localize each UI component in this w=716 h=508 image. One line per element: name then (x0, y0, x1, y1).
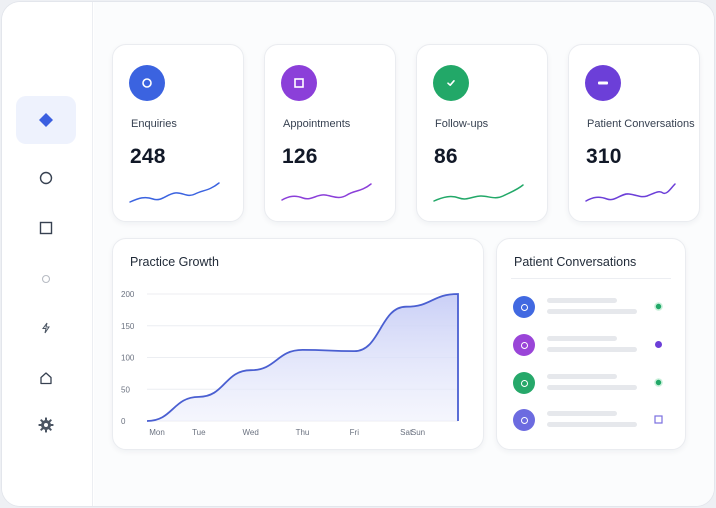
x-tick-label: Wed (243, 428, 259, 437)
panel-title: Patient Conversations (514, 255, 637, 269)
placeholder-line (547, 385, 637, 390)
status-dot-icon (654, 302, 663, 311)
avatar (513, 372, 535, 394)
small-circle-icon (41, 274, 51, 284)
square-icon (39, 221, 53, 235)
x-tick-label: Sun (411, 428, 425, 437)
placeholder-line (547, 309, 637, 314)
avatar-ring-icon (520, 303, 528, 311)
status-dot-icon (655, 341, 662, 348)
conversation-item[interactable] (513, 370, 669, 396)
y-tick-label: 100 (121, 354, 135, 363)
placeholder-line (547, 336, 617, 341)
growth-area (147, 294, 458, 421)
placeholder-line (547, 298, 617, 303)
stat-card-patient-conversations[interactable]: Patient Conversations 310 (568, 44, 700, 222)
stat-value: 126 (282, 145, 318, 168)
sidebar-item-activity[interactable] (16, 304, 76, 352)
stat-icon-badge (281, 65, 317, 101)
home-icon (40, 372, 52, 385)
conversation-item[interactable] (513, 407, 669, 433)
conversation-item[interactable] (513, 294, 669, 320)
x-tick-label: Tue (192, 428, 206, 437)
y-tick-label: 150 (121, 322, 135, 331)
sidebar (2, 2, 93, 506)
sparkline (281, 183, 372, 201)
circle-icon (142, 78, 152, 88)
gear-icon (38, 417, 54, 433)
x-tick-label: Thu (296, 428, 310, 437)
sparkline (585, 183, 676, 202)
x-tick-label: Sat (400, 428, 413, 437)
circle-icon (39, 171, 53, 185)
sparkline (433, 184, 524, 202)
bolt-icon (42, 322, 50, 334)
stat-icon-badge (433, 65, 469, 101)
stat-icon-badge (129, 65, 165, 101)
placeholder-line (547, 374, 617, 379)
patient-conversations-panel: Patient Conversations (496, 238, 686, 450)
stat-label: Appointments (283, 118, 351, 130)
stat-label: Follow-ups (435, 118, 489, 130)
stat-card-enquiries[interactable]: Enquiries 248 (112, 44, 244, 222)
placeholder-line (547, 422, 637, 427)
diamond-icon (39, 113, 53, 127)
sidebar-item-appointments[interactable] (16, 204, 76, 252)
stat-card-appointments[interactable]: Appointments 126 (264, 44, 396, 222)
stat-card-followups[interactable]: Follow-ups 86 (416, 44, 548, 222)
status-dot-icon (654, 378, 663, 387)
stat-icon-badge (585, 65, 621, 101)
placeholder-line (547, 347, 637, 352)
y-tick-label: 200 (121, 290, 135, 299)
square-icon (294, 78, 304, 88)
avatar (513, 296, 535, 318)
growth-line (146, 293, 459, 422)
minus-icon (598, 81, 608, 85)
sidebar-item-enquiries[interactable] (16, 154, 76, 202)
stat-value: 86 (434, 145, 458, 168)
stat-value: 310 (586, 145, 622, 168)
stat-value: 248 (130, 145, 166, 168)
status-square-icon (654, 415, 663, 424)
sidebar-item-home[interactable] (16, 354, 76, 402)
panel-title: Practice Growth (130, 255, 219, 269)
sidebar-item-settings[interactable] (16, 401, 76, 449)
avatar (513, 409, 535, 431)
x-tick-label: Mon (149, 428, 165, 437)
practice-growth-panel: Practice Growth 0 50 100 150 200 Mon Tue Wed Th… (112, 238, 484, 450)
avatar-ring-icon (520, 341, 528, 349)
x-tick-label: Fri (350, 428, 360, 437)
divider (511, 278, 671, 279)
stat-label: Enquiries (131, 118, 177, 130)
sparkline (129, 182, 220, 203)
stat-label: Patient Conversations (587, 118, 695, 130)
sidebar-item-followups[interactable] (16, 255, 76, 303)
conversation-item[interactable] (513, 332, 669, 358)
main-content: Enquiries 248 Appointments 126 (94, 2, 714, 506)
y-tick-label: 0 (121, 417, 126, 426)
placeholder-line (547, 411, 617, 416)
avatar (513, 334, 535, 356)
sidebar-item-dashboard[interactable] (16, 96, 76, 144)
check-icon (447, 80, 455, 86)
avatar-ring-icon (520, 416, 528, 424)
y-tick-label: 50 (121, 385, 130, 394)
avatar-ring-icon (520, 379, 528, 387)
